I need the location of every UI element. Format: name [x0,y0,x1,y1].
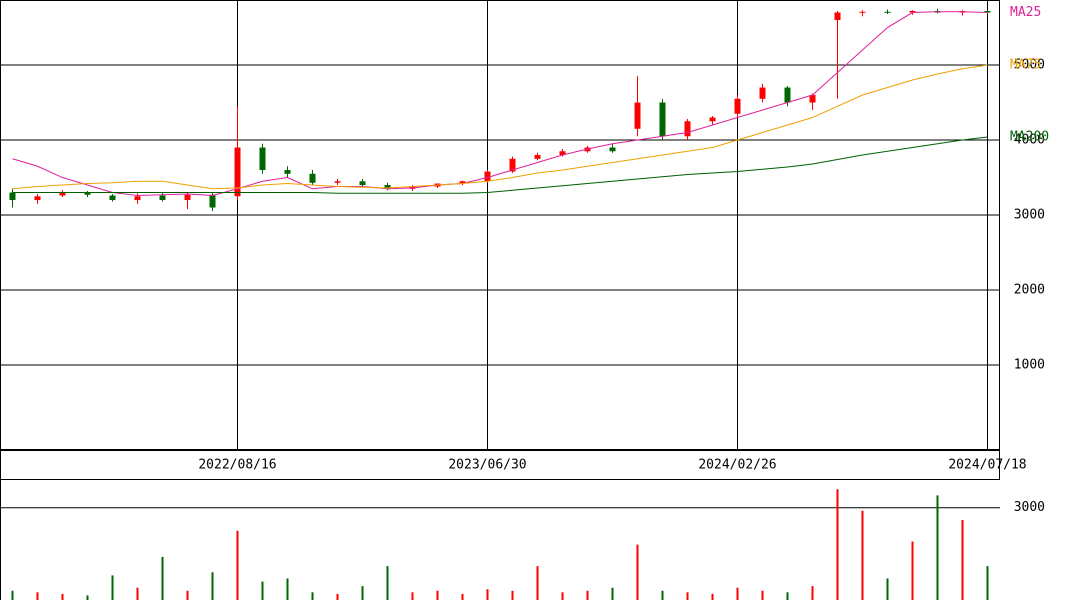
volume-bar [11,590,14,600]
candle-body [284,170,291,174]
ma-line [12,64,988,190]
volume-bar [636,544,639,600]
candle-body [384,185,391,189]
candle-body [209,194,216,208]
volume-bar [436,590,439,600]
volume-bar [161,556,164,600]
candle-body [334,181,341,183]
legend-label: MA75 [1010,58,1041,73]
candle-body [884,11,891,13]
candle-body [134,196,141,201]
candle-body [784,87,791,103]
candle-body [534,155,541,159]
ma-line [12,136,988,194]
volume-bar [761,590,764,600]
volume-bar [36,592,39,600]
candle-body [634,102,641,129]
candle-body [709,117,716,122]
volume-bar [461,593,464,600]
volume-bar [886,578,889,600]
volume-bar [86,595,89,600]
volume-bar [861,510,864,600]
main-frame [0,0,1000,450]
volume-bar [561,592,564,600]
y-tick-label: 2000 [1014,283,1045,298]
volume-bar [111,575,114,600]
volume-bar [736,587,739,600]
volume-bar [686,592,689,600]
volume-bar [386,566,389,600]
x-tick-label: 2022/08/16 [198,458,276,473]
volume-bar [611,587,614,600]
candle-body [659,102,666,137]
y-tick-label: 1000 [1014,358,1045,373]
volume-bar [361,586,364,600]
ma-line [12,11,988,197]
x-tick-label: 2023/06/30 [448,458,526,473]
candle-body [84,192,91,195]
volume-bar [336,593,339,600]
candle-body [559,151,566,156]
candle-body [759,87,766,99]
volume-bar [311,592,314,600]
volume-bar [411,592,414,600]
volume-bar [911,541,914,600]
volume-bar [961,520,964,600]
candle-body [509,158,516,172]
x-tick-label: 2024/02/26 [698,458,776,473]
candle-body [459,181,466,184]
candle-body [59,192,66,196]
candle-body [984,11,991,13]
candle-body [184,194,191,201]
volume-bar [511,590,514,600]
volume-tick-label: 3000 [1014,500,1045,515]
candle-body [109,195,116,201]
volume-bar [211,572,214,600]
volume-bar [536,566,539,600]
volume-bar [786,592,789,600]
legend-label: MA25 [1010,5,1041,20]
y-tick-label: 4000 [1014,133,1045,148]
candle-body [484,171,491,182]
y-tick-label: 5000 [1014,58,1045,73]
legend-label: MA200 [1010,130,1049,145]
y-tick-label: 3000 [1014,208,1045,223]
volume-bar [586,590,589,600]
candle-body [809,95,816,103]
candle-body [234,147,241,197]
volume-bar [661,590,664,600]
volume-bar [836,489,839,600]
candle-body [734,98,741,114]
candle-body [834,12,841,21]
candle-body [909,11,916,13]
volume-bar [711,593,714,600]
volume-bar [986,566,989,600]
candle-body [9,192,16,201]
candle-body [34,196,41,201]
volume-bar [936,495,939,600]
candle-body [309,173,316,183]
volume-bar [186,590,189,600]
candle-body [259,147,266,171]
volume-bar [286,578,289,600]
x-tick-label: 2024/07/18 [948,458,1026,473]
volume-bar [61,593,64,600]
volume-bar [136,587,139,600]
candle-body [609,147,616,152]
volume-bar [811,586,814,600]
volume-bar [261,581,264,600]
volume-bar [486,589,489,600]
volume-bar [236,530,239,600]
candle-body [859,11,866,13]
candle-body [684,121,691,137]
candle-body [359,181,366,186]
candle-body [159,195,166,201]
date-strip [0,450,1000,480]
